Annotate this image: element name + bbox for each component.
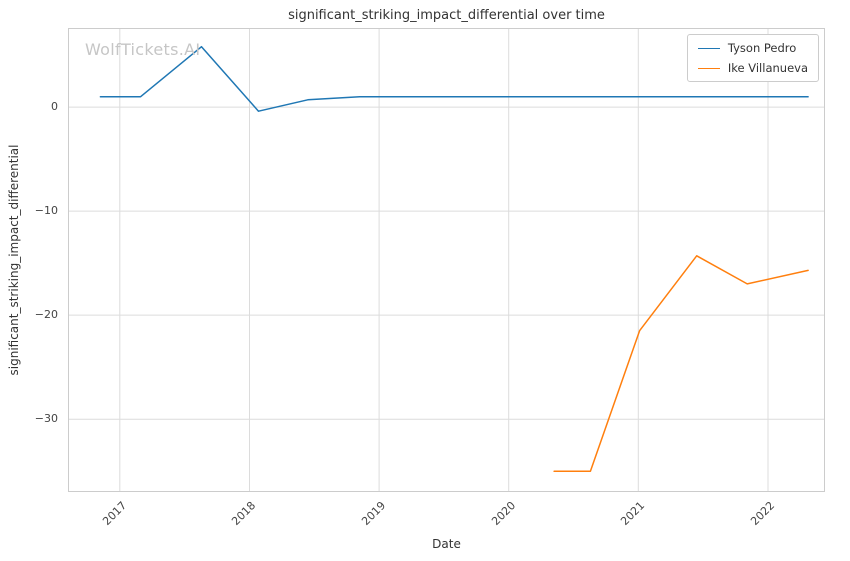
plot-area: WolfTickets.AI Tyson Pedro Ike Villanueva: [68, 28, 825, 492]
watermark: WolfTickets.AI: [85, 40, 201, 59]
x-tick-label: 2018: [229, 499, 259, 528]
legend-item-label: Tyson Pedro: [727, 41, 797, 55]
x-tick-label: 2017: [100, 499, 130, 528]
x-tick-label: 2020: [488, 499, 518, 528]
legend-line-swatch: [697, 47, 720, 49]
y-axis-label: significant_striking_impact_differential: [7, 144, 21, 376]
y-tick-label: 0: [51, 100, 58, 114]
legend-line-swatch: [697, 67, 720, 69]
x-axis-label: Date: [432, 537, 461, 551]
y-tick-label: −20: [34, 308, 58, 322]
y-tick-label: −10: [34, 204, 58, 218]
plot-canvas: [68, 28, 825, 492]
x-tick-label: 2021: [618, 499, 648, 528]
chart-title: significant_striking_impact_differential…: [288, 8, 605, 23]
y-tick-label: −30: [34, 412, 58, 426]
x-tick-label: 2019: [359, 499, 389, 528]
legend-item: Ike Villanueva: [697, 61, 808, 75]
legend: Tyson Pedro Ike Villanueva: [686, 34, 819, 82]
legend-item: Tyson Pedro: [697, 41, 808, 55]
legend-item-label: Ike Villanueva: [727, 61, 808, 75]
x-tick-label: 2022: [748, 499, 778, 528]
